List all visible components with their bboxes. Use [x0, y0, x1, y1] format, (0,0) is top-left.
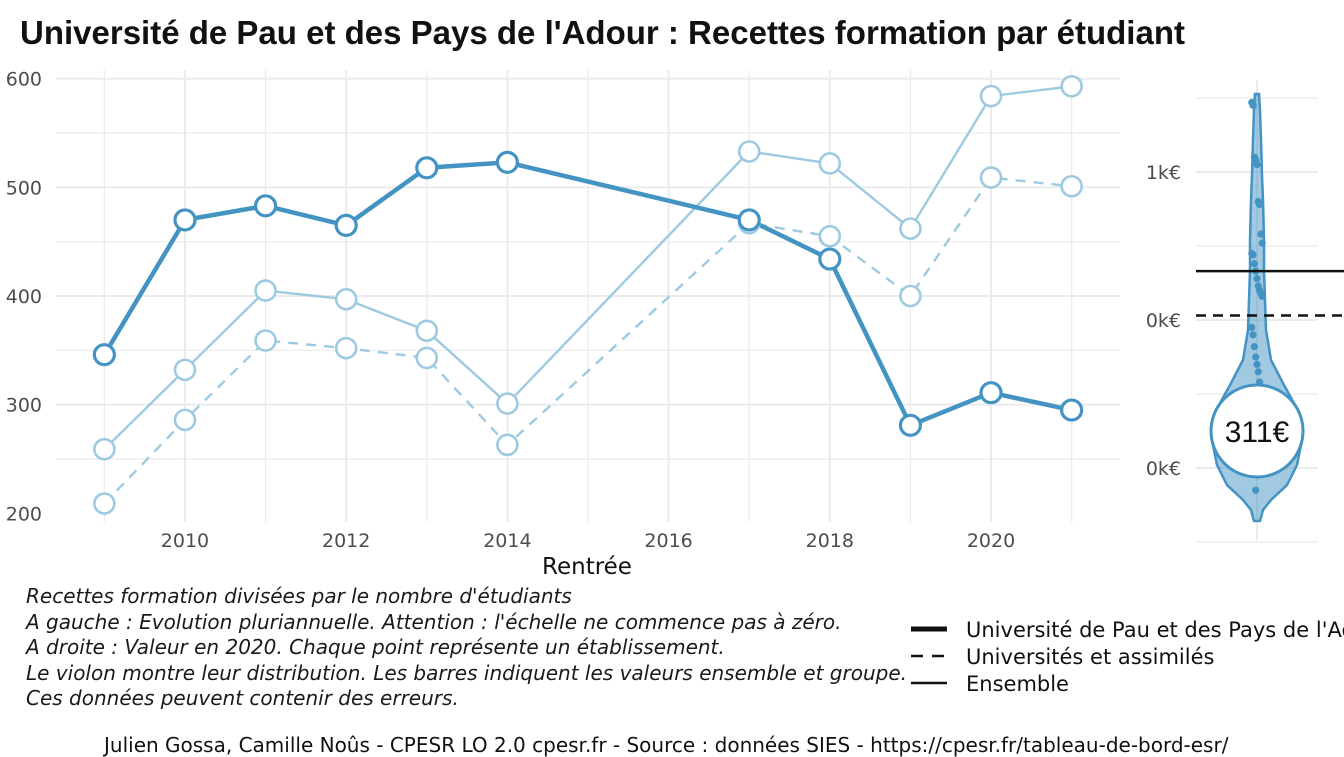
- legend-label: Ensemble: [966, 672, 1069, 696]
- line-chart-points: [92, 74, 1084, 515]
- data-point: [1060, 398, 1084, 422]
- data-point: [899, 284, 922, 308]
- violin-tick-label: 1k€: [1146, 162, 1181, 184]
- violin-point: [1249, 331, 1257, 339]
- y-tick-label: 300: [6, 395, 42, 417]
- data-point: [173, 408, 197, 432]
- data-point: [1060, 174, 1083, 198]
- violin-point: [1253, 274, 1261, 283]
- violin-point: [1256, 200, 1264, 209]
- caption-line: A gauche : Evolution pluriannuelle. Atte…: [26, 609, 842, 634]
- y-tick-label: 400: [6, 286, 42, 308]
- violin-point: [1258, 292, 1266, 300]
- y-tick-label: 500: [6, 177, 42, 199]
- caption: Recettes formation divisées par le nombr…: [26, 584, 907, 712]
- data-point: [173, 208, 197, 232]
- x-tick-label: 2018: [806, 530, 854, 552]
- value-badge-text: 311€: [1225, 416, 1290, 449]
- x-axis-title: Rentrée: [542, 554, 632, 580]
- data-point: [899, 217, 922, 240]
- footer-credits: Julien Gossa, Camille Noûs - CPESR LO 2.…: [104, 733, 1229, 757]
- data-point: [334, 213, 358, 237]
- data-point: [737, 208, 761, 232]
- violin-point: [1250, 343, 1258, 351]
- data-point: [334, 287, 358, 311]
- data-point: [415, 346, 439, 370]
- data-point: [979, 84, 1003, 108]
- violin-point: [1249, 101, 1257, 109]
- violin-point: [1258, 239, 1266, 247]
- violin-tick-label: 0k€: [1146, 458, 1181, 480]
- value-badge: 311€: [1209, 383, 1305, 479]
- y-tick-label: 600: [6, 69, 42, 91]
- data-point: [495, 150, 519, 174]
- data-point: [737, 140, 761, 163]
- data-point: [173, 358, 197, 382]
- violin-point: [1257, 230, 1265, 238]
- data-point: [415, 319, 439, 343]
- data-point: [818, 247, 842, 271]
- data-point: [253, 194, 278, 218]
- data-point: [818, 224, 842, 248]
- data-point: [415, 156, 439, 180]
- violin-point: [1254, 368, 1262, 376]
- legend-label: Universités et assimilés: [966, 645, 1214, 669]
- data-point: [898, 413, 923, 437]
- caption-line: A droite : Valeur en 2020. Chaque point …: [26, 635, 725, 659]
- violin-point: [1248, 323, 1256, 331]
- data-point: [93, 437, 116, 461]
- caption-line: Recettes formation divisées par le nombr…: [26, 584, 572, 608]
- legend-label: Université de Pau et des Pays de l'Adour: [966, 618, 1344, 642]
- data-point: [1060, 74, 1083, 98]
- x-tick-label: 2014: [483, 530, 531, 552]
- data-point: [254, 279, 277, 302]
- data-point: [92, 343, 116, 367]
- violin-ticks: 1k€ 0k€ 0k€: [1146, 162, 1181, 480]
- caption-line: Le violon montre leur distribution. Les …: [26, 660, 907, 685]
- x-tick-label: 2016: [644, 530, 692, 552]
- violin-point: [1253, 161, 1261, 169]
- line-chart-ticks: 2010 2012 2014 2016 2018 2020 200 300 400 500 600: [6, 69, 1015, 552]
- data-point: [496, 392, 519, 415]
- data-point: [334, 336, 358, 360]
- legend: Université de Pau et des Pays de l'Adour…: [911, 618, 1344, 696]
- data-point: [979, 381, 1003, 405]
- violin-point: [1253, 360, 1261, 368]
- y-tick-label: 200: [6, 503, 42, 525]
- chart-title: Université de Pau et des Pays de l'Adour…: [20, 14, 1185, 51]
- x-tick-label: 2020: [967, 530, 1015, 552]
- violin-tick-label: 0k€: [1146, 310, 1181, 332]
- violin-point: [1249, 251, 1257, 259]
- x-tick-label: 2012: [322, 530, 370, 552]
- violin-point: [1252, 353, 1260, 361]
- data-point: [496, 433, 519, 457]
- caption-line: Ces données peuvent contenir des erreurs…: [26, 686, 459, 710]
- violin-point: [1250, 260, 1258, 268]
- x-tick-label: 2010: [161, 530, 209, 552]
- data-point: [254, 329, 277, 352]
- data-point: [93, 492, 116, 515]
- data-point: [818, 152, 842, 175]
- violin-point: [1252, 486, 1260, 494]
- data-point: [979, 166, 1003, 189]
- line-chart-grid: [56, 70, 1120, 522]
